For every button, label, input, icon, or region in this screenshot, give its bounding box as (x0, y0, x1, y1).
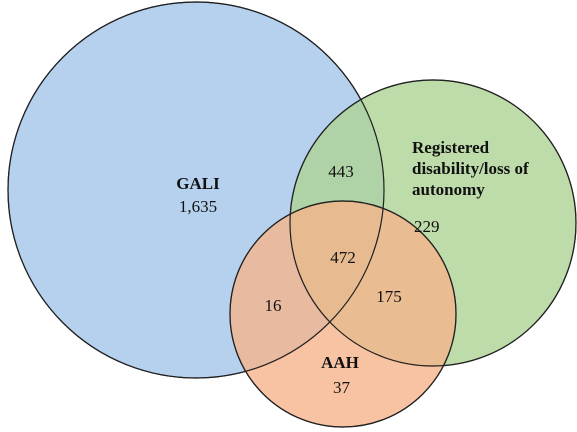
set-outline (289, 79, 577, 367)
region-value: 1,635 (179, 197, 217, 216)
region-value: 175 (376, 287, 402, 306)
region-value: 37 (333, 378, 351, 397)
set-label: Registered disability/loss of autonomy (412, 138, 529, 199)
region-value: 472 (330, 248, 356, 267)
set-outline (7, 1, 385, 379)
set-label: AAH (321, 353, 359, 372)
region-value: 16 (265, 296, 282, 315)
region-value: 443 (328, 162, 354, 181)
set-label: GALI (176, 174, 220, 193)
set-outline (229, 200, 457, 428)
region-value: 229 (414, 217, 440, 236)
